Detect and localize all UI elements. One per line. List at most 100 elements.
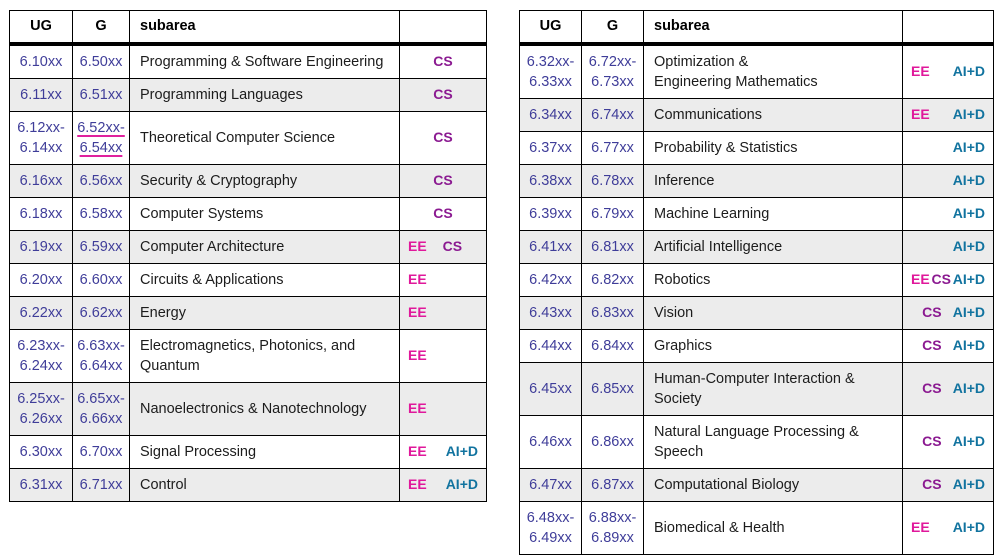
tag-ee: EE — [911, 518, 930, 535]
ug-number-cell: 6.38xx — [519, 163, 582, 198]
tag-slots: CS AI+D — [911, 379, 985, 398]
table-row: 6.41xx 6.81xx Artificial Intelligence AI+D — [519, 229, 994, 264]
g-number-cell: 6.85xx — [581, 361, 644, 416]
tags-cell: CS — [399, 163, 487, 198]
tag-ee: EE — [408, 303, 427, 320]
subarea-cell: Signal Processing — [129, 434, 400, 469]
table-row: 6.30xx 6.70xx Signal Processing EE AI+D — [9, 434, 487, 469]
column-header-ug: UG — [519, 10, 582, 46]
table-row: 6.42xx 6.82xx Robotics EE CS AI+D — [519, 262, 994, 297]
tag-slots: CS — [408, 128, 478, 147]
tag-cs: CS — [433, 204, 453, 221]
tag-cs: CS — [922, 303, 942, 320]
ug-number-cell: 6.12xx- 6.14xx — [9, 110, 73, 165]
course-table-right: UG G subarea 6.32xx- 6.33xx 6.72xx- 6.73x… — [519, 10, 994, 555]
column-header-g: G — [581, 10, 644, 46]
ug-number-cell: 6.34xx — [519, 97, 582, 132]
table-row: 6.45xx 6.85xx Human-Computer Interaction &… — [519, 361, 994, 416]
table-row: 6.39xx 6.79xx Machine Learning AI+D — [519, 196, 994, 231]
tag-slots: CS AI+D — [911, 432, 985, 451]
tag-slots: EE — [408, 270, 478, 289]
tags-cell: EE CS — [399, 229, 487, 264]
tag-slots: EE CS — [408, 237, 478, 256]
tags-cell: EE — [399, 381, 487, 436]
g-number-cell: 6.51xx — [72, 77, 130, 112]
tag-ee: EE — [408, 237, 427, 254]
table-row: 6.11xx 6.51xx Programming Languages CS — [9, 77, 487, 112]
tag-aid: AI+D — [952, 303, 985, 320]
table-row: 6.43xx 6.83xx Vision CS AI+D — [519, 295, 994, 330]
column-header-subarea: subarea — [643, 10, 903, 46]
g-number-cell: 6.74xx — [581, 97, 644, 132]
tag-aid: AI+D — [952, 138, 985, 155]
g-number-cell: 6.79xx — [581, 196, 644, 231]
tags-cell: CS AI+D — [902, 295, 994, 330]
ug-number-cell: 6.47xx — [519, 467, 582, 502]
ug-number-cell: 6.32xx- 6.33xx — [519, 43, 582, 99]
g-number-range-link[interactable]: 6.52xx- 6.54xx — [77, 119, 125, 156]
tag-ee: EE — [408, 475, 427, 492]
tags-cell: CS — [399, 196, 487, 231]
tags-cell: AI+D — [902, 229, 994, 264]
tag-aid: AI+D — [952, 475, 985, 492]
ug-number-cell: 6.45xx — [519, 361, 582, 416]
subarea-cell: Optimization & Engineering Mathematics — [643, 43, 903, 99]
tag-ee: EE — [408, 399, 427, 416]
tag-aid: AI+D — [952, 62, 985, 79]
table-row: 6.31xx 6.71xx Control EE AI+D — [9, 467, 487, 502]
tags-cell: EE — [399, 295, 487, 330]
tag-aid: AI+D — [952, 237, 985, 254]
tags-cell: CS — [399, 110, 487, 165]
tag-slots: CS — [408, 171, 478, 190]
ug-number-cell: 6.42xx — [519, 262, 582, 297]
ug-number-cell: 6.37xx — [519, 130, 582, 165]
tag-slots: EE — [408, 303, 478, 322]
tags-cell: AI+D — [902, 196, 994, 231]
ug-number-cell: 6.46xx — [519, 414, 582, 469]
table-row: 6.48xx- 6.49xx 6.88xx- 6.89xx Biomedical &… — [519, 500, 994, 555]
tag-cs: CS — [433, 171, 453, 188]
g-number-cell: 6.83xx — [581, 295, 644, 330]
tag-slots: CS AI+D — [911, 336, 985, 355]
tag-slots: EE AI+D — [408, 475, 478, 494]
tag-slots: AI+D — [911, 171, 985, 190]
tag-cs: CS — [922, 336, 942, 353]
ug-number-cell: 6.20xx — [9, 262, 73, 297]
g-number-cell: 6.88xx- 6.89xx — [581, 500, 644, 555]
tag-slots: CS — [408, 52, 478, 71]
g-number-cell: 6.71xx — [72, 467, 130, 502]
g-number-cell: 6.72xx- 6.73xx — [581, 43, 644, 99]
tags-cell: EE AI+D — [902, 97, 994, 132]
ug-number-cell: 6.30xx — [9, 434, 73, 469]
g-number-cell: 6.63xx- 6.64xx — [72, 328, 130, 383]
table-row: 6.34xx 6.74xx Communications EE AI+D — [519, 97, 994, 132]
ug-number-cell: 6.11xx — [9, 77, 73, 112]
table-row: 6.38xx 6.78xx Inference AI+D — [519, 163, 994, 198]
tag-ee: EE — [408, 270, 427, 287]
tag-slots: CS AI+D — [911, 303, 985, 322]
header-row: UG G subarea — [519, 10, 994, 46]
tag-slots: CS — [408, 204, 478, 223]
subarea-cell: Computer Systems — [129, 196, 400, 231]
ug-number-cell: 6.18xx — [9, 196, 73, 231]
tag-cs: CS — [922, 432, 942, 449]
tags-cell: AI+D — [902, 130, 994, 165]
ug-number-cell: 6.48xx- 6.49xx — [519, 500, 582, 555]
ug-number-cell: 6.16xx — [9, 163, 73, 198]
table-row: 6.16xx 6.56xx Security & Cryptography CS — [9, 163, 487, 198]
subarea-cell: Energy — [129, 295, 400, 330]
tag-cs: CS — [922, 379, 942, 396]
subarea-cell: Vision — [643, 295, 903, 330]
tag-slots: CS AI+D — [911, 475, 985, 494]
tag-aid: AI+D — [952, 105, 985, 122]
subarea-cell: Theoretical Computer Science — [129, 110, 400, 165]
tag-cs: CS — [931, 270, 951, 287]
g-number-cell: 6.70xx — [72, 434, 130, 469]
tag-slots: AI+D — [911, 237, 985, 256]
ug-number-cell: 6.10xx — [9, 43, 73, 79]
tag-slots: EE AI+D — [911, 518, 985, 537]
tag-ee: EE — [911, 270, 930, 287]
subarea-cell: Electromagnetics, Photonics, and Quantum — [129, 328, 400, 383]
g-number-cell: 6.52xx- 6.54xx — [72, 110, 130, 165]
subarea-cell: Machine Learning — [643, 196, 903, 231]
